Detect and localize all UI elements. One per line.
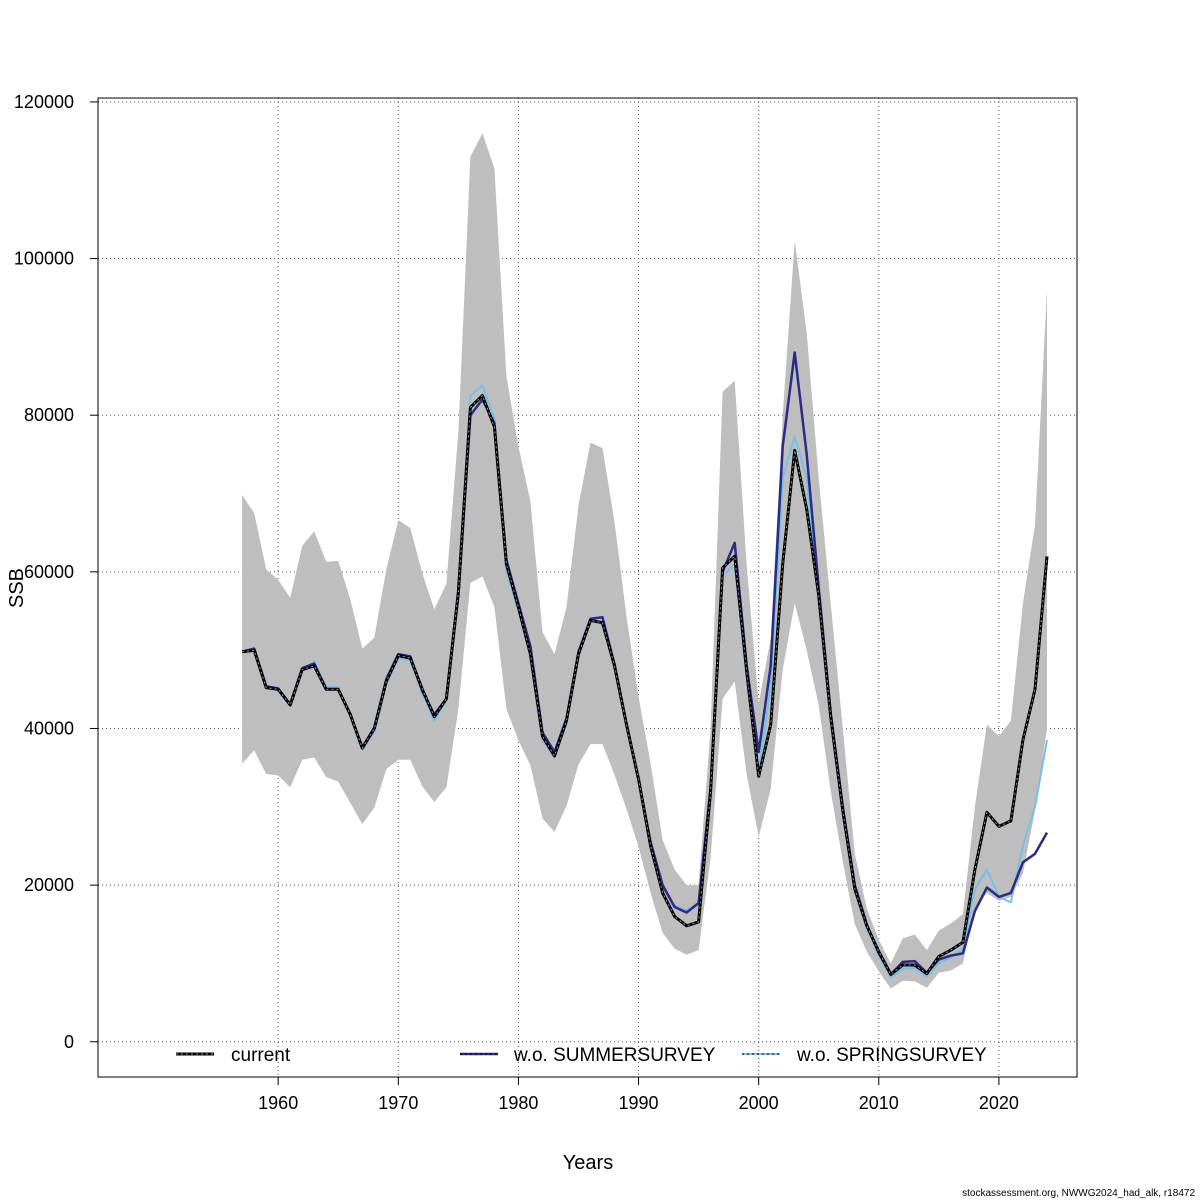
y-axis-title: SSB bbox=[6, 568, 28, 608]
legend-label: current bbox=[231, 1045, 291, 1066]
legend-label: w.o. SUMMERSURVEY bbox=[513, 1045, 716, 1066]
x-tick-label: 1980 bbox=[498, 1093, 538, 1113]
y-tick-label: 20000 bbox=[24, 875, 74, 895]
x-axis-title: Years bbox=[563, 1152, 613, 1174]
x-tick-label: 1990 bbox=[619, 1093, 659, 1113]
footer-credit: stockassessment.org, NWWG2024_had_alk, r… bbox=[962, 1188, 1195, 1199]
y-tick-label: 0 bbox=[64, 1032, 74, 1052]
x-tick-label: 2010 bbox=[859, 1093, 899, 1113]
x-tick-label: 1960 bbox=[258, 1093, 298, 1113]
axes: 1960 1970 1980 1990 2000 2010 2020 0 20000 40000 6… bbox=[14, 92, 1019, 1113]
series-lines bbox=[241, 351, 1049, 979]
y-tick-label: 40000 bbox=[24, 718, 74, 738]
legend-label: w.o. SPRINGSURVEY bbox=[796, 1045, 987, 1066]
legend: current w.o. SUMMERSURVEY w.o. SPRINGSURVE… bbox=[176, 1045, 987, 1066]
series-line-current-overlay bbox=[242, 395, 1048, 975]
x-tick-label: 1970 bbox=[378, 1093, 418, 1113]
x-tick-label: 2000 bbox=[739, 1093, 779, 1113]
y-tick-label: 120000 bbox=[14, 92, 74, 112]
confidence-band bbox=[242, 133, 1048, 989]
y-tick-label: 80000 bbox=[24, 405, 74, 425]
y-tick-label: 100000 bbox=[14, 249, 74, 269]
x-tick-label: 2020 bbox=[979, 1093, 1019, 1113]
y-tick-label: 60000 bbox=[24, 562, 74, 582]
